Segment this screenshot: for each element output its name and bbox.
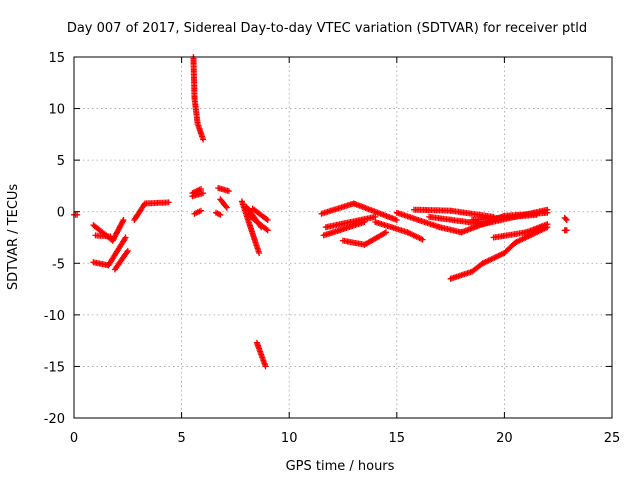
data-point xyxy=(544,209,551,216)
data-point xyxy=(200,136,207,143)
data-point xyxy=(123,249,130,256)
y-tick-label: -5 xyxy=(52,257,65,272)
data-point xyxy=(264,227,271,234)
data-point xyxy=(544,224,551,231)
x-tick-label: 5 xyxy=(177,431,185,446)
y-tick-label: 0 xyxy=(57,206,65,221)
plot-frame xyxy=(73,56,613,419)
y-tick-label: 5 xyxy=(57,154,65,169)
data-point xyxy=(372,213,379,220)
data-point xyxy=(262,363,269,370)
data-point xyxy=(256,250,263,256)
data-marks xyxy=(71,54,570,370)
data-point xyxy=(223,204,230,211)
data-point xyxy=(563,217,570,223)
data-point xyxy=(563,227,570,234)
data-point xyxy=(200,190,207,197)
x-tick-label: 20 xyxy=(496,431,513,446)
x-tick-label: 25 xyxy=(604,431,621,446)
x-tick-label: 0 xyxy=(70,431,78,446)
y-axis-label: SDTVAR / TECUs xyxy=(6,184,21,291)
data-point xyxy=(419,236,426,243)
data-point xyxy=(217,211,224,218)
data-point xyxy=(263,216,270,222)
x-tick-label: 10 xyxy=(281,431,298,446)
axis-ticks: 0 5 10 15 20 25 -20 -15 -10 -5 0 5 10 15 xyxy=(44,51,621,446)
data-point xyxy=(393,217,400,223)
y-tick-label: -20 xyxy=(44,412,65,427)
data-point xyxy=(222,203,229,210)
y-tick-label: -10 xyxy=(44,309,65,324)
data-point xyxy=(225,188,232,195)
data-point xyxy=(122,234,129,241)
y-tick-label: -15 xyxy=(44,360,65,375)
data-point xyxy=(264,217,271,223)
x-axis-label: GPS time / hours xyxy=(286,459,395,474)
data-point xyxy=(562,215,569,222)
data-point xyxy=(165,199,172,206)
data-point xyxy=(198,207,204,214)
data-point xyxy=(74,211,81,218)
chart-title: Day 007 of 2017, Sidereal Day-to-day VTE… xyxy=(67,21,587,36)
data-point xyxy=(120,217,127,223)
y-tick-label: 10 xyxy=(48,103,65,118)
data-point xyxy=(215,211,222,218)
x-tick-label: 15 xyxy=(389,431,406,446)
data-point xyxy=(119,218,126,225)
data-point xyxy=(381,230,388,237)
data-point xyxy=(124,247,131,254)
y-tick-label: 15 xyxy=(48,51,65,66)
data-point xyxy=(383,229,389,236)
data-point xyxy=(263,226,270,233)
